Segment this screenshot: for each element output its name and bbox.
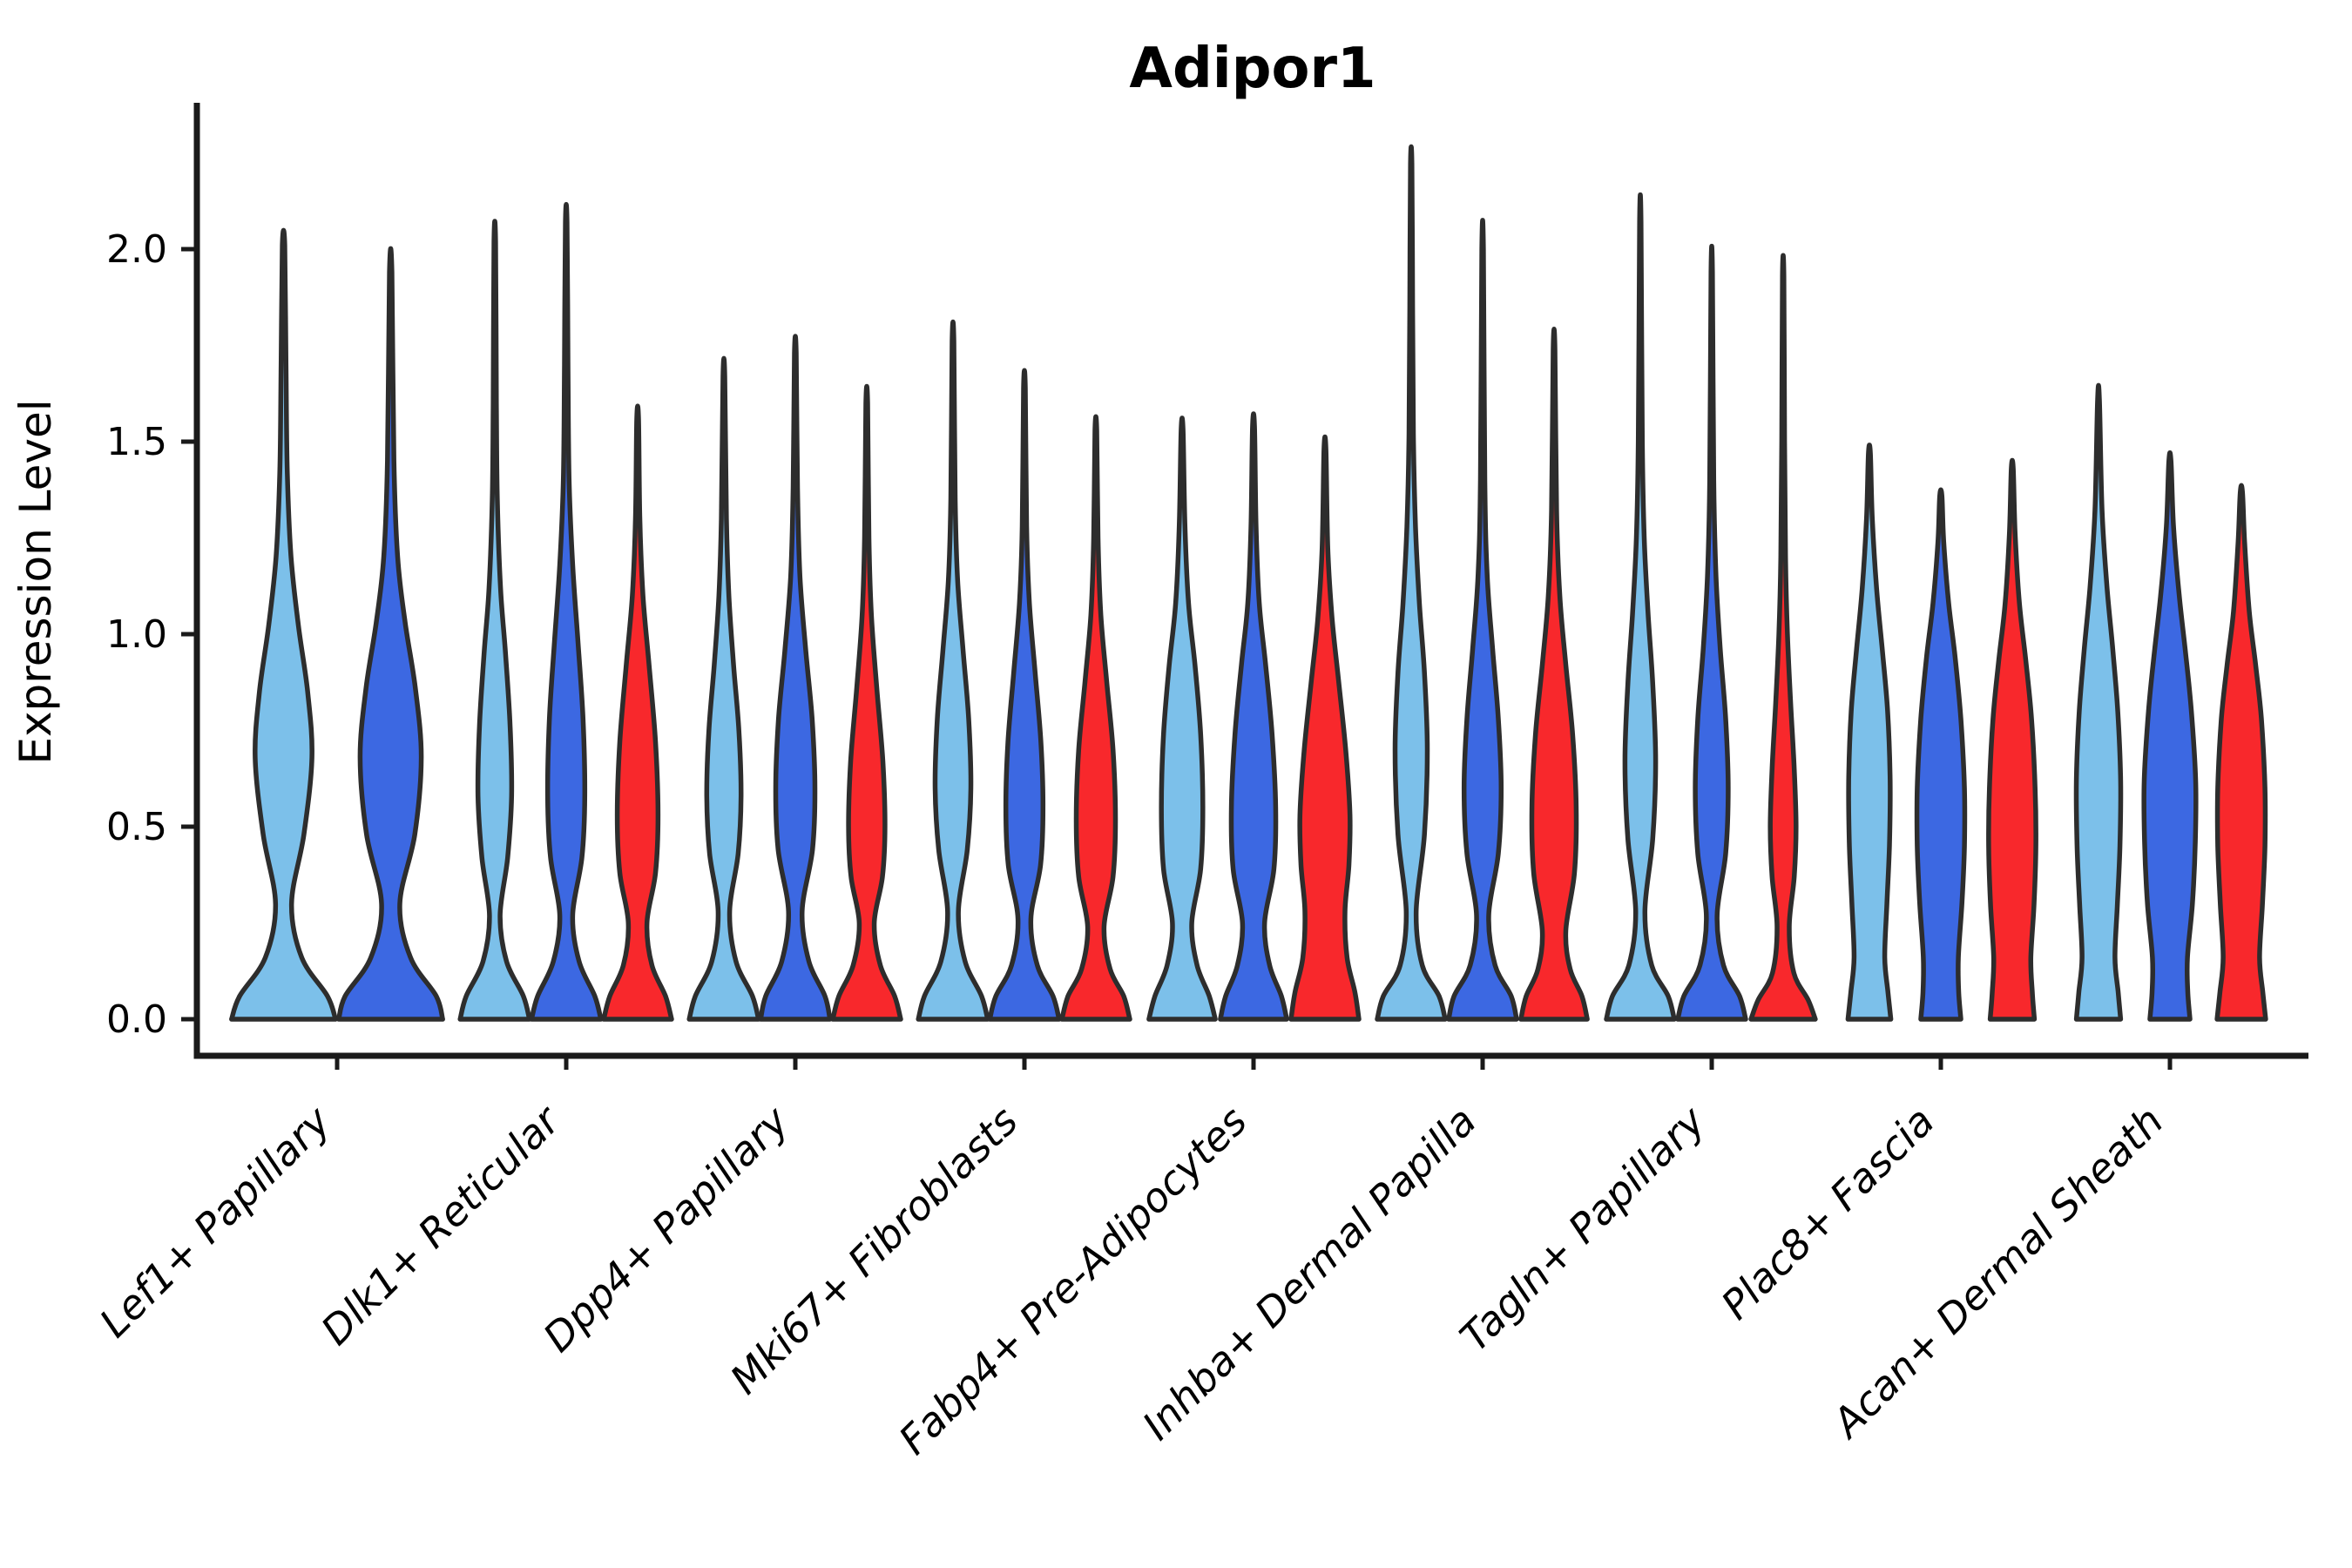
- y-tick-label: 0.0: [106, 997, 167, 1042]
- violin-shape: [987, 368, 1062, 1022]
- x-tick-label: Dpp4+ Papillary: [534, 1097, 798, 1361]
- x-tick-label: Dlk1+ Reticular: [312, 1095, 571, 1354]
- x-tick-label: Tagln+ Papillary: [1450, 1097, 1714, 1361]
- violin-shape: [229, 227, 338, 1022]
- violin-shape: [457, 219, 532, 1022]
- violin-shape: [830, 383, 903, 1022]
- y-tick-label: 1.0: [106, 612, 167, 657]
- y-tick-label: 0.5: [106, 805, 167, 849]
- violin-shape: [1218, 411, 1289, 1022]
- violin-shape: [1748, 253, 1818, 1022]
- chart-title: Adipor1: [1129, 37, 1375, 101]
- violin-group-3: [686, 334, 903, 1022]
- violin-group-1: [229, 227, 445, 1022]
- violin-shape: [2073, 382, 2124, 1022]
- violin-group-7: [1604, 192, 1818, 1022]
- y-axis-label: Expression Level: [10, 399, 61, 764]
- violin-shape: [758, 334, 833, 1022]
- x-tick-label: Plac8+ Fascia: [1712, 1098, 1943, 1328]
- violin-shape: [2141, 449, 2199, 1022]
- violin-shape: [916, 319, 990, 1022]
- violin-shape: [529, 201, 604, 1022]
- violin-shape: [336, 247, 445, 1022]
- violin-shape: [1845, 443, 1894, 1022]
- violin-shape: [2214, 483, 2268, 1022]
- violin-shape: [1675, 244, 1748, 1022]
- violin-group-5: [1146, 411, 1362, 1022]
- violin-shape: [601, 403, 674, 1022]
- violin-shape: [1518, 326, 1590, 1022]
- y-tick-label: 2.0: [106, 227, 167, 272]
- violin-shape: [686, 355, 761, 1022]
- violin-shape: [1986, 457, 2038, 1022]
- violin-group-6: [1375, 144, 1590, 1022]
- violin-group-9: [2073, 382, 2268, 1022]
- x-tick-label: Lef1+ Papillary: [91, 1097, 340, 1346]
- y-tick-label: 1.5: [106, 420, 167, 464]
- violin-shape: [1059, 414, 1132, 1022]
- violin-shape: [1375, 144, 1448, 1022]
- violin-shape: [1446, 218, 1519, 1022]
- violin-group-4: [916, 319, 1132, 1022]
- violin-shape: [1288, 434, 1362, 1022]
- violin-shape: [1914, 487, 1968, 1022]
- violin-group-2: [457, 201, 674, 1022]
- violin-group-8: [1845, 443, 2038, 1022]
- violin-shape: [1146, 416, 1218, 1022]
- violin-shape: [1604, 192, 1677, 1022]
- violins-layer: [229, 144, 2268, 1022]
